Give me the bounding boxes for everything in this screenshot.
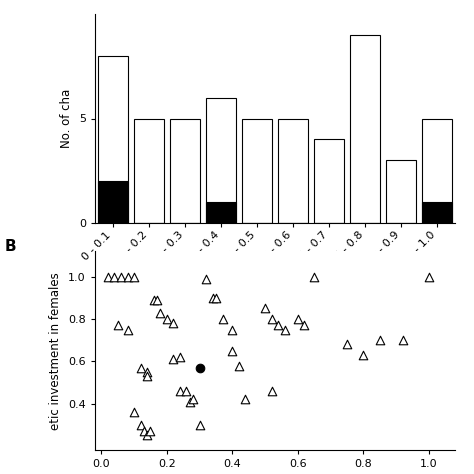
Point bbox=[360, 351, 367, 359]
Bar bbox=[206, 98, 236, 223]
Point bbox=[150, 296, 157, 304]
Point bbox=[182, 387, 190, 395]
Y-axis label: etic investment in females: etic investment in females bbox=[49, 272, 63, 429]
Bar bbox=[350, 35, 380, 223]
Bar bbox=[170, 118, 200, 223]
Point bbox=[140, 428, 148, 435]
Point bbox=[268, 387, 275, 395]
Point bbox=[186, 398, 193, 405]
Point bbox=[235, 362, 243, 369]
Point bbox=[196, 364, 203, 372]
Y-axis label: No. of cha: No. of cha bbox=[60, 89, 73, 148]
Point bbox=[228, 326, 236, 333]
Bar bbox=[422, 118, 452, 223]
Bar bbox=[278, 118, 308, 223]
Point bbox=[425, 273, 433, 281]
Point bbox=[137, 364, 145, 372]
Point bbox=[156, 309, 164, 317]
Point bbox=[176, 353, 184, 361]
Point bbox=[124, 273, 131, 281]
Point bbox=[170, 356, 177, 363]
Point bbox=[144, 373, 151, 380]
Point bbox=[163, 315, 171, 323]
Point bbox=[137, 421, 145, 428]
Text: B: B bbox=[5, 239, 17, 254]
Bar bbox=[422, 202, 452, 223]
Point bbox=[153, 296, 161, 304]
Point bbox=[110, 273, 118, 281]
Bar bbox=[134, 118, 164, 223]
Point bbox=[196, 421, 203, 428]
Point bbox=[202, 275, 210, 283]
Point bbox=[376, 337, 383, 344]
Point bbox=[274, 321, 282, 329]
Point bbox=[117, 273, 125, 281]
Point bbox=[294, 315, 301, 323]
Point bbox=[212, 294, 220, 301]
Bar bbox=[314, 139, 344, 223]
Point bbox=[399, 337, 406, 344]
Point bbox=[146, 428, 154, 435]
Point bbox=[170, 319, 177, 327]
Bar bbox=[98, 181, 128, 223]
Point bbox=[343, 341, 351, 348]
Bar bbox=[386, 160, 416, 223]
Point bbox=[104, 273, 112, 281]
Point bbox=[189, 396, 197, 403]
X-axis label: Numerical sex ratio: Numerical sex ratio bbox=[207, 275, 343, 288]
Point bbox=[144, 432, 151, 439]
Point bbox=[209, 294, 217, 301]
Point bbox=[219, 315, 226, 323]
Point bbox=[261, 305, 269, 312]
Point bbox=[130, 409, 138, 416]
Point bbox=[268, 315, 275, 323]
Point bbox=[144, 368, 151, 376]
Point bbox=[301, 321, 308, 329]
Point bbox=[114, 321, 121, 329]
Bar bbox=[206, 202, 236, 223]
Bar bbox=[98, 56, 128, 223]
Point bbox=[130, 273, 138, 281]
Point bbox=[176, 387, 184, 395]
Point bbox=[124, 326, 131, 333]
Point bbox=[228, 347, 236, 355]
Point bbox=[281, 326, 289, 333]
Bar bbox=[242, 118, 272, 223]
Point bbox=[310, 273, 318, 281]
Point bbox=[242, 396, 249, 403]
